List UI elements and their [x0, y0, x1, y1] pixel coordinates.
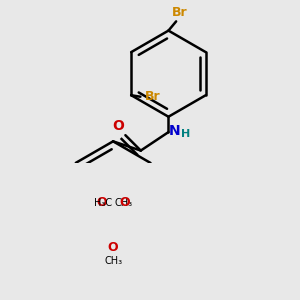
Text: H₃C: H₃C	[94, 198, 112, 208]
Text: N: N	[169, 124, 180, 138]
Text: O: O	[112, 119, 124, 133]
Text: O: O	[97, 196, 107, 209]
Text: H: H	[181, 129, 190, 139]
Text: O: O	[108, 241, 118, 254]
Text: O: O	[119, 196, 130, 209]
Text: Br: Br	[171, 6, 187, 19]
Text: Br: Br	[145, 90, 161, 103]
Text: CH₃: CH₃	[114, 198, 132, 208]
Text: CH₃: CH₃	[104, 256, 122, 266]
